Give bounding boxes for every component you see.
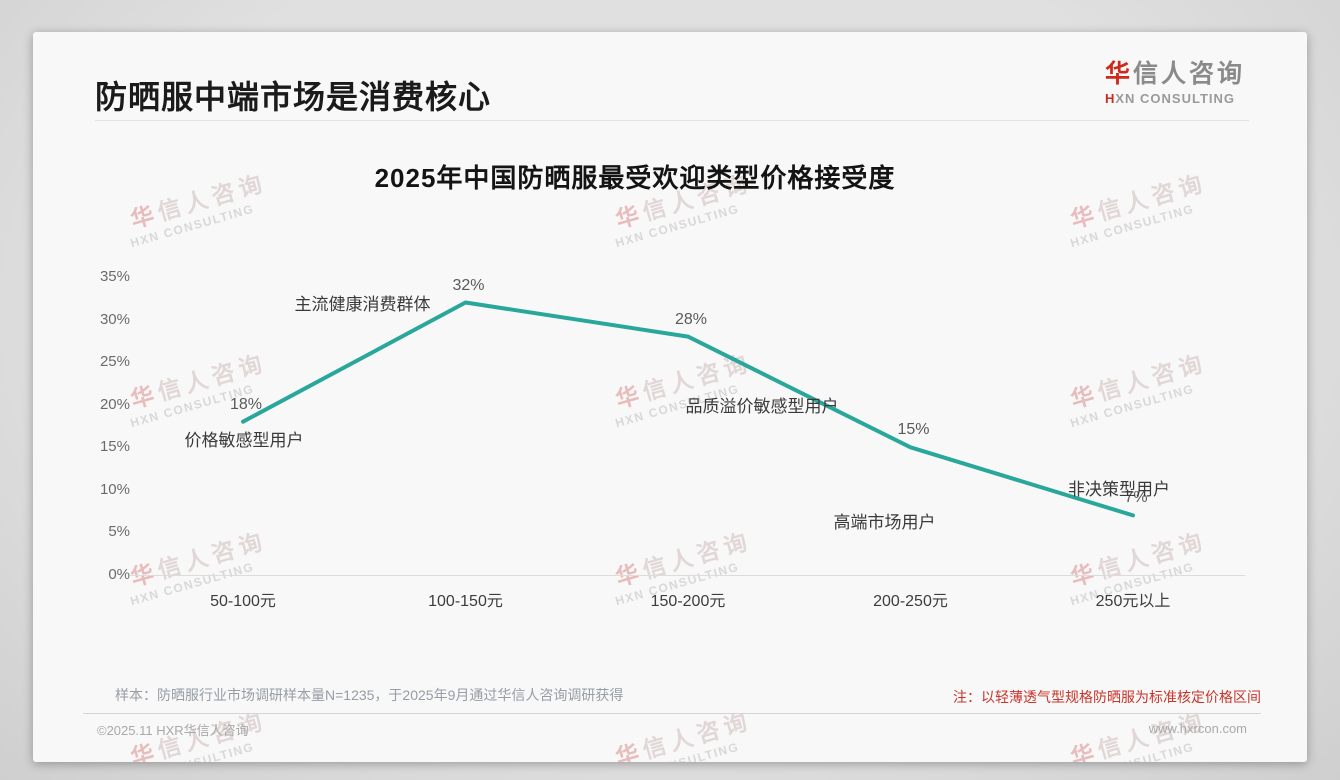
data-point-label: 32%	[452, 276, 485, 294]
copyright-text: ©2025.11 HXR华信人咨询	[97, 723, 249, 738]
x-axis-line	[130, 575, 1245, 576]
data-point-label: 15%	[897, 421, 930, 439]
logo-cn-accent: 华	[1104, 60, 1133, 88]
data-point-label: 18%	[229, 395, 263, 413]
line-chart	[241, 300, 1135, 518]
data-point-label: 28%	[674, 310, 708, 328]
logo-cn-rest: 信人咨询	[1132, 60, 1245, 88]
sample-note: 样本：防晒服行业市场调研样本量N=1235，于2025年9月通过华信人咨询调研获…	[115, 687, 624, 703]
report-card: 华信人咨询 HXN CONSULTING 华信人咨询 HXN CONSULTING 华信…	[33, 32, 1307, 762]
y-tick-label: 35%	[99, 268, 130, 285]
company-logo: 华信人咨询 HXN CONSULTING	[1105, 54, 1245, 106]
series-annotation: 非决策型用户	[1068, 480, 1170, 500]
x-tick-label: 100-150元	[428, 593, 503, 610]
y-tick-label: 15%	[99, 438, 130, 456]
y-tick-label: 25%	[99, 353, 130, 371]
standard-note: 注：以轻薄透气型规格防晒服为标准核定价格区间	[953, 689, 1261, 705]
logo-en-text: HXN CONSULTING	[1105, 91, 1245, 106]
logo-en-rest: XN CONSULTING	[1115, 91, 1236, 106]
line-series	[241, 300, 1135, 518]
x-tick-label: 50-100元	[210, 593, 276, 610]
footer-divider	[83, 713, 1261, 714]
x-tick-label: 250元以上	[1095, 593, 1171, 610]
header-divider	[95, 120, 1249, 121]
y-tick-label: 0%	[108, 566, 130, 583]
series-annotation: 主流健康消费群体	[294, 294, 431, 314]
x-tick-label: 200-250元	[873, 593, 948, 610]
website-text: www.hxrcon.com	[1148, 721, 1247, 736]
data-point-label: 7%	[1124, 489, 1148, 507]
series-annotation: 高端市场用户	[833, 513, 936, 533]
logo-cn-text: 华信人咨询	[1105, 54, 1245, 90]
series-annotation: 品质溢价敏感型用户	[685, 396, 839, 416]
page-title: 防晒服中端市场是消费核心	[95, 79, 492, 115]
series-annotation: 价格敏感型用户	[184, 430, 304, 450]
y-tick-label: 30%	[99, 310, 130, 328]
x-tick-label: 150-200元	[650, 593, 726, 610]
chart-title: 2025年中国防晒服最受欢迎类型价格接受度	[374, 163, 896, 193]
y-tick-label: 5%	[108, 523, 130, 541]
y-tick-label: 20%	[99, 395, 130, 413]
y-tick-label: 10%	[99, 480, 130, 498]
logo-en-accent: H	[1104, 91, 1116, 106]
